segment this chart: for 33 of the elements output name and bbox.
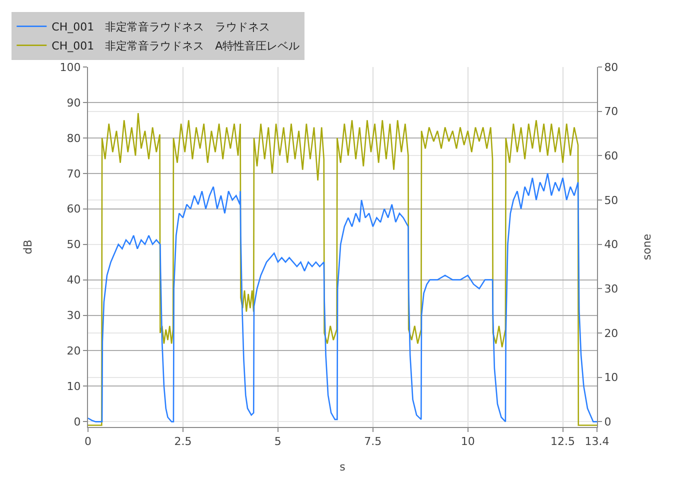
x-tick-label: 0: [84, 435, 92, 448]
y-tick-label: 30: [66, 309, 81, 322]
x-tick-label: 5: [274, 435, 282, 448]
y-tick-label: 70: [66, 167, 81, 180]
x-tick-label: 12.5: [550, 435, 576, 448]
legend-label: CH_001 非定常音ラウドネス A特性音圧レベル: [52, 40, 300, 53]
y-tick-label: 100: [60, 60, 81, 74]
y2-tick-label: 30: [604, 282, 618, 296]
y-axis-title: dB: [21, 240, 34, 254]
y2-axis-title: sone: [640, 234, 654, 260]
x-tick-label: 2.5: [174, 435, 192, 448]
y-tick-label: 50: [66, 238, 81, 252]
y-tick-label: 90: [66, 96, 81, 110]
y-tick-label: 60: [66, 202, 81, 216]
y-tick-label: 80: [66, 132, 81, 145]
y2-tick-label: 40: [604, 238, 618, 252]
line-series: [88, 172, 597, 422]
y-tick-label: 40: [66, 274, 81, 287]
y2-tick-label: 0: [604, 416, 612, 429]
y2-tick-label: 80: [604, 60, 618, 74]
y2-tick-label: 10: [604, 371, 618, 384]
x-tick-label: 13.4: [584, 435, 610, 448]
legend-label: CH_001 非定常音ラウドネス ラウドネス: [52, 20, 270, 34]
y2-tick-label: 50: [604, 194, 618, 207]
y2-tick-label: 70: [604, 105, 618, 118]
y-tick-label: 0: [74, 416, 81, 429]
x-axis-title: s: [340, 460, 346, 474]
y2-tick-label: 20: [604, 326, 618, 340]
x-tick-label: 7.5: [364, 435, 382, 448]
x-tick-label: 10: [460, 435, 475, 448]
y-tick-label: 20: [66, 344, 81, 358]
y-tick-label: 10: [66, 380, 81, 394]
y2-tick-label: 60: [604, 150, 618, 163]
